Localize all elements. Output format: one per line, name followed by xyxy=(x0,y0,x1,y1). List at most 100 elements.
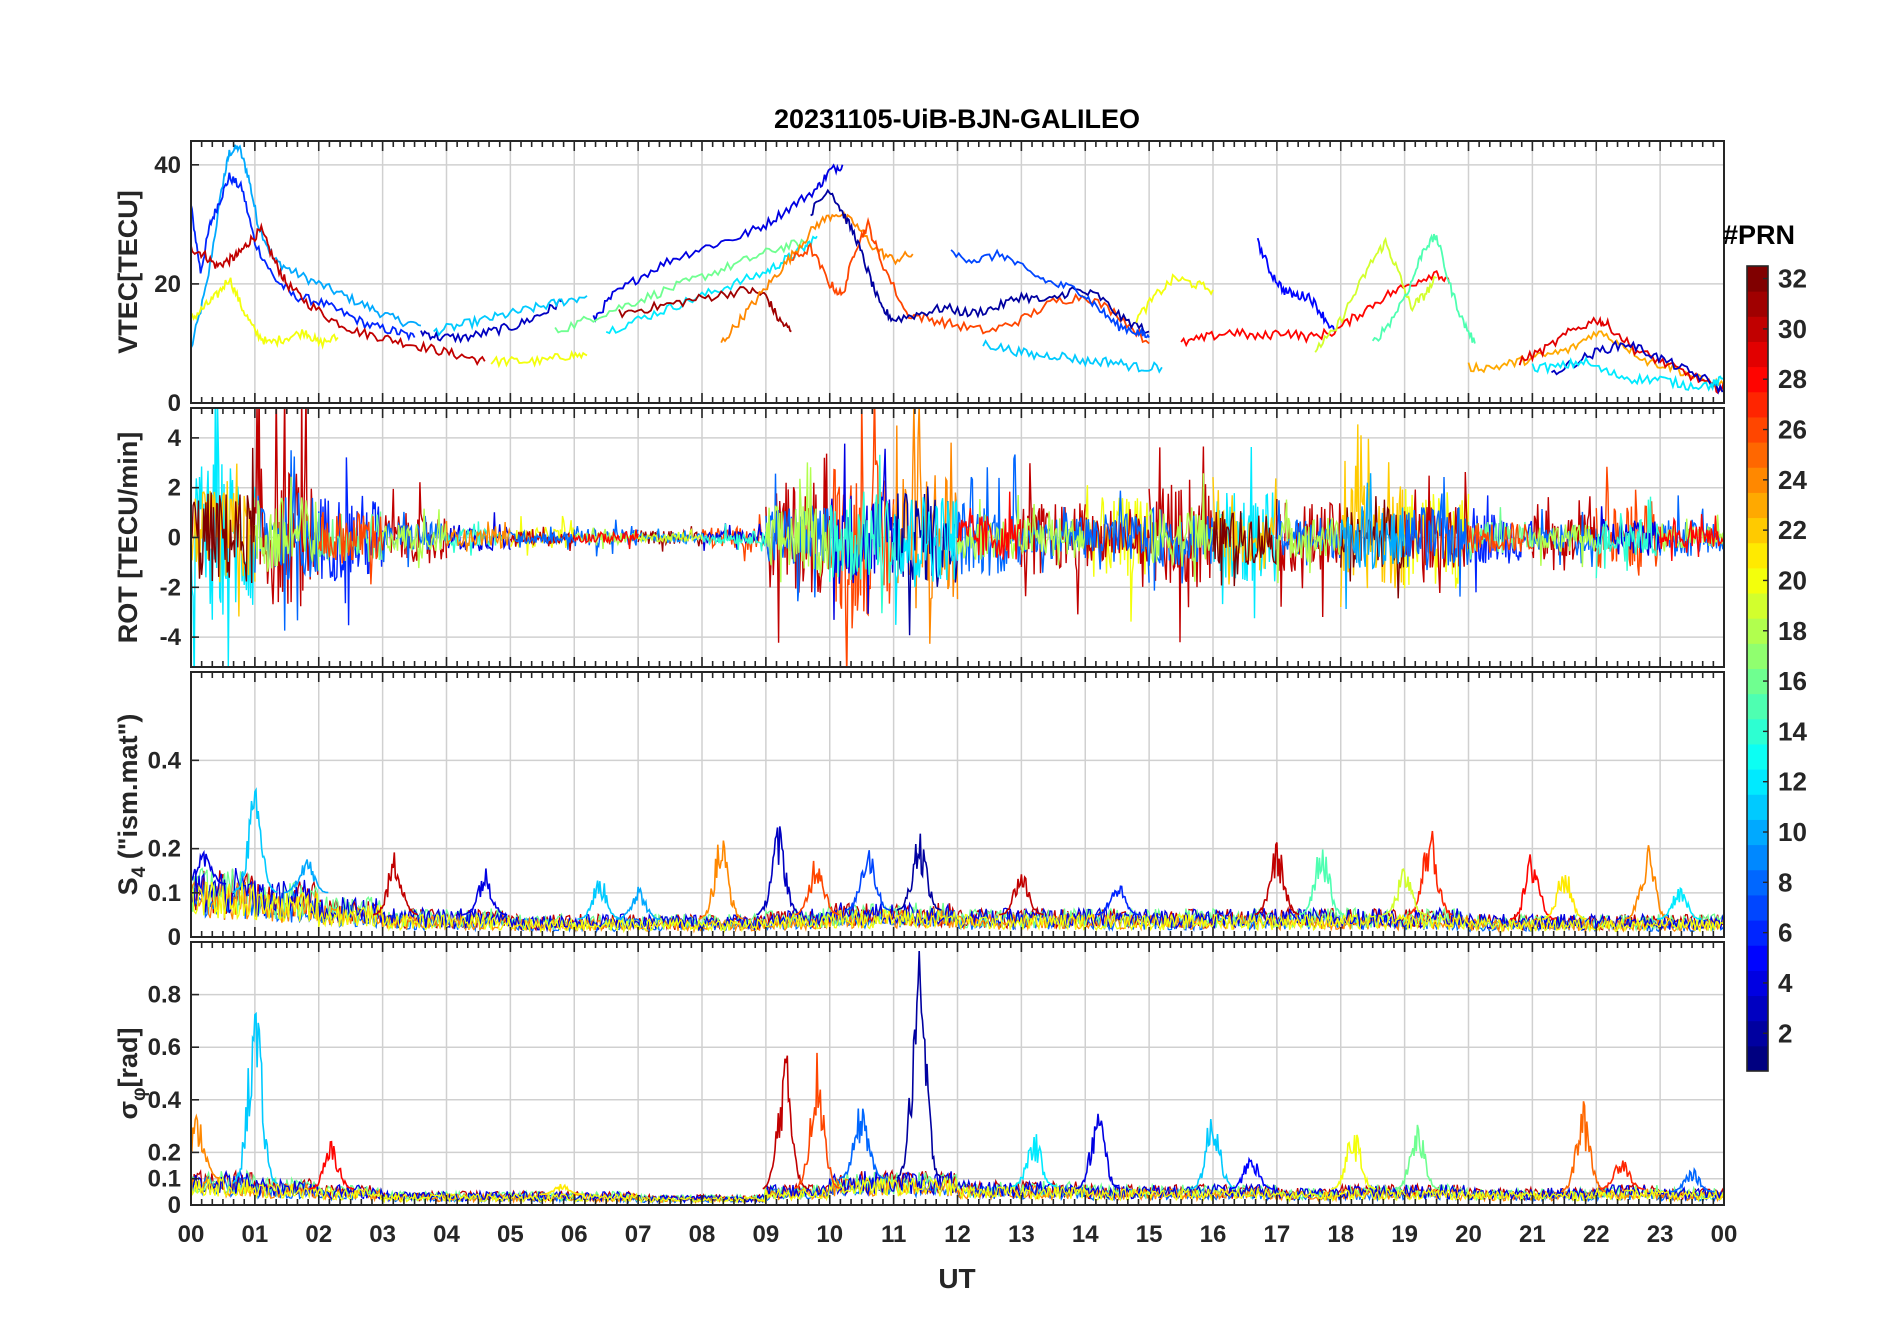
y-axis-label-vtec: VTEC[TECU] xyxy=(113,190,143,354)
rot-trace-prn-18 xyxy=(765,462,831,583)
peak-burst-prn-4 xyxy=(1075,1113,1121,1190)
panel-minor-ticks xyxy=(190,408,1725,667)
rot-trace-prn-28 xyxy=(956,491,1023,560)
peak-burst-prn-30 xyxy=(1254,842,1300,916)
colorbar-tick-label: 22 xyxy=(1778,515,1807,545)
x-tick-label: 18 xyxy=(1327,1221,1354,1248)
rot-trace-prn-12 xyxy=(892,497,959,625)
colorbar-swatch-prn-17 xyxy=(1747,643,1768,669)
y-tick-label: 0.6 xyxy=(148,1034,181,1061)
x-axis: 00 01 02 03 04 05 06 07 08 09 10 11 12 13 14 15 16 17 18 19… xyxy=(178,1221,1738,1248)
rot-trace-prn-14 xyxy=(829,454,895,614)
peak-burst-prn-10 xyxy=(615,886,661,920)
colorbar-swatch-prn-12 xyxy=(1747,769,1768,795)
rot-trace-prn-18 xyxy=(254,476,320,572)
panel-y-ticks: 0 20 40 xyxy=(154,152,199,417)
y-axis-label-main: σ xyxy=(113,1101,143,1119)
y-tick-label: 2 xyxy=(168,475,181,502)
chart-title: 20231105-UiB-BJN-GALILEO xyxy=(774,104,1140,134)
peak-burst-prn-24 xyxy=(698,840,744,920)
rot-trace-prn-18 xyxy=(1276,499,1342,584)
peak-burst-prn-16 xyxy=(1394,1124,1440,1190)
panel-minor-ticks xyxy=(190,672,1725,937)
rot-trace-prn-22 xyxy=(191,463,256,617)
baseline-trace-prn-20 xyxy=(191,1175,1724,1204)
colorbar-tick-label: 28 xyxy=(1778,364,1807,394)
panel-y-ticks: -4 -2 0 2 4 xyxy=(160,425,199,651)
colorbar-tick-label: 10 xyxy=(1778,817,1807,847)
colorbar-swatch-prn-22 xyxy=(1747,517,1768,544)
colorbar-swatch-prn-28 xyxy=(1747,366,1768,393)
colorbar-tick-label: 30 xyxy=(1778,314,1807,344)
rot-trace-prn-28 xyxy=(573,529,639,550)
y-tick-label: 0 xyxy=(168,1192,181,1219)
peak-burst-prn-6 xyxy=(1094,885,1140,916)
colorbar-swatch-prn-32 xyxy=(1747,266,1768,292)
rot-trace-prn-8 xyxy=(1403,476,1470,597)
x-tick-label: 19 xyxy=(1391,1221,1418,1248)
y-tick-label: 4 xyxy=(168,425,182,452)
panel-plot-area xyxy=(191,144,1724,395)
vtec-series-prn-12 xyxy=(1531,356,1724,392)
vtec-series-prn-7 xyxy=(950,248,1150,339)
rot-trace-prn-18 xyxy=(1020,503,1086,566)
vtec-series-prn-6 xyxy=(191,172,416,342)
peak-burst-prn-11 xyxy=(577,880,623,920)
y-axis-label-s4: S4 ("ism.mat") xyxy=(113,714,150,896)
peak-burst-prn-8 xyxy=(1669,1166,1715,1193)
colorbar-swatch-prn-9 xyxy=(1747,844,1768,871)
rot-trace-prn-8 xyxy=(509,526,575,550)
peak-burst-prn-10 xyxy=(283,859,329,894)
colorbar-swatch-prn-3 xyxy=(1747,995,1768,1022)
colorbar-swatch-prn-16 xyxy=(1747,668,1768,695)
vtec-series-prn-11 xyxy=(433,295,588,337)
peak-burst-prn-26 xyxy=(794,1052,840,1190)
panel-y-ticks: 0 0.1 0.2 0.4 xyxy=(148,747,199,951)
peak-burst-prn-24 xyxy=(191,1113,221,1180)
colorbar-swatch-prn-6 xyxy=(1747,920,1768,946)
peak-burst-prn-30 xyxy=(998,874,1044,916)
x-tick-label: 16 xyxy=(1200,1221,1227,1248)
y-tick-label: 0.1 xyxy=(148,880,181,907)
vtec-series-prn-12 xyxy=(605,235,818,335)
peak-burst-prn-5 xyxy=(1229,1156,1274,1190)
colorbar-tick-label: 32 xyxy=(1778,264,1807,294)
y-tick-label: 0.8 xyxy=(148,982,181,1009)
y-axis-label-suffix: ("ism.mat") xyxy=(113,714,143,867)
colorbar-tick-label: 16 xyxy=(1778,666,1807,696)
x-tick-label: 03 xyxy=(369,1221,396,1248)
peak-burst-prn-19 xyxy=(1382,868,1428,916)
colorbar-swatch-prn-20 xyxy=(1747,567,1768,594)
colorbar-swatch-prn-18 xyxy=(1747,618,1768,644)
colorbar-swatch-prn-5 xyxy=(1747,945,1768,971)
y-axis-label-rot: ROT [TECU/min] xyxy=(113,432,143,643)
colorbar-swatch-prn-21 xyxy=(1747,542,1768,569)
y-tick-label: 0 xyxy=(168,924,181,951)
rot-trace-prn-32 xyxy=(1212,498,1278,587)
peak-burst-prn-30 xyxy=(762,1055,808,1190)
rot-trace-prn-8 xyxy=(1659,495,1724,557)
peak-burst-prn-28 xyxy=(1509,854,1555,920)
rot-trace-prn-19 xyxy=(637,527,703,545)
x-tick-label: 05 xyxy=(497,1221,524,1248)
y-axis-label-subscript: 4 xyxy=(129,866,150,877)
colorbar-swatch-prn-7 xyxy=(1747,894,1768,921)
rot-trace-prn-28 xyxy=(1659,514,1724,562)
colorbar-swatch-prn-27 xyxy=(1747,391,1768,418)
x-tick-label: 13 xyxy=(1008,1221,1035,1248)
rot-trace-prn-8 xyxy=(765,473,831,602)
vtec-series-prn-20 xyxy=(191,277,339,350)
colorbar-tick-label: 14 xyxy=(1778,716,1807,746)
colorbar-tick-label: 12 xyxy=(1778,767,1807,797)
y-tick-label: -2 xyxy=(160,574,181,601)
x-tick-label: 17 xyxy=(1264,1221,1291,1248)
x-tick-label: 10 xyxy=(816,1221,843,1248)
colorbar-swatch-prn-4 xyxy=(1747,970,1768,997)
rot-trace-prn-10 xyxy=(1340,473,1406,610)
x-tick-label: 00 xyxy=(178,1221,205,1248)
panel-minor-ticks xyxy=(190,141,1725,403)
peak-burst-prn-12 xyxy=(1656,886,1702,920)
rot-trace-prn-31 xyxy=(637,526,703,552)
peak-burst-prn-8 xyxy=(838,1108,885,1180)
